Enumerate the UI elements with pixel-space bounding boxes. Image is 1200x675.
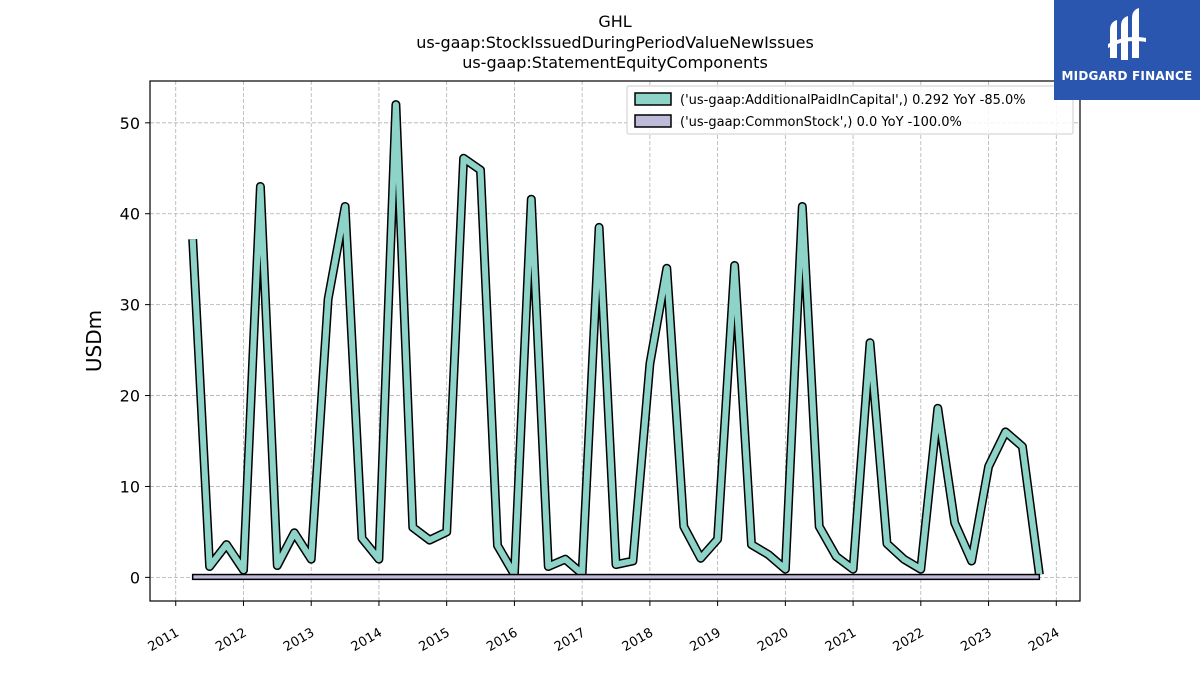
logo-text: MIDGARD FINANCE: [1061, 69, 1193, 83]
y-tick-label: 50: [120, 114, 140, 133]
x-tick-label: 2013: [281, 625, 317, 655]
x-tick-label: 2011: [146, 625, 182, 655]
y-tick-label: 0: [130, 568, 140, 587]
legend-label-common-stock: ('us-gaap:CommonStock',) 0.0 YoY -100.0%: [680, 115, 962, 130]
chart-title-line-1: GHL: [598, 12, 631, 31]
series-line-outline: [188, 100, 1044, 580]
legend-swatch-apic: [634, 92, 672, 106]
legend-label-apic: ('us-gaap:AdditionalPaidInCapital',) 0.2…: [680, 93, 1026, 108]
x-tick-label: 2019: [687, 625, 723, 655]
y-tick-label: 20: [120, 387, 140, 406]
legend: ('us-gaap:AdditionalPaidInCapital',) 0.2…: [626, 85, 1074, 135]
x-tick-label: 2016: [484, 625, 520, 655]
x-tick-label: 2017: [552, 625, 588, 655]
y-axis-label: USDm: [82, 310, 106, 372]
chart-title-line-3: us-gaap:StatementEquityComponents: [462, 53, 768, 72]
plot-area: [149, 80, 1081, 602]
x-tick-label: 2014: [349, 625, 385, 655]
x-tick-label: 2024: [1026, 625, 1062, 655]
legend-box: [626, 85, 1074, 135]
x-tick-label: 2018: [620, 625, 656, 655]
series-line: [189, 101, 1043, 578]
x-tick-label: 2023: [958, 625, 994, 655]
chart-title-line-2: us-gaap:StockIssuedDuringPeriodValueNewI…: [416, 33, 814, 52]
chart-title: GHL us-gaap:StockIssuedDuringPeriodValue…: [416, 12, 814, 72]
series-bar: [191, 573, 1041, 581]
x-tick-label: 2020: [755, 625, 791, 655]
series-0: [188, 100, 1044, 580]
x-tick-label: 2012: [213, 625, 249, 655]
series-layer: [188, 100, 1044, 581]
x-tick-label: 2021: [823, 625, 859, 655]
x-tick-label: 2015: [417, 625, 453, 655]
midgard-finance-logo: MIDGARD FINANCE: [1054, 0, 1200, 100]
y-tick-label: 10: [120, 477, 140, 496]
legend-swatch-common-stock: [634, 114, 672, 128]
y-tick-label: 40: [120, 205, 140, 224]
y-tick-label: 30: [120, 296, 140, 315]
series-1: [191, 573, 1041, 581]
midgard-logo-icon: [1108, 8, 1146, 60]
x-tick-label: 2022: [891, 625, 927, 655]
